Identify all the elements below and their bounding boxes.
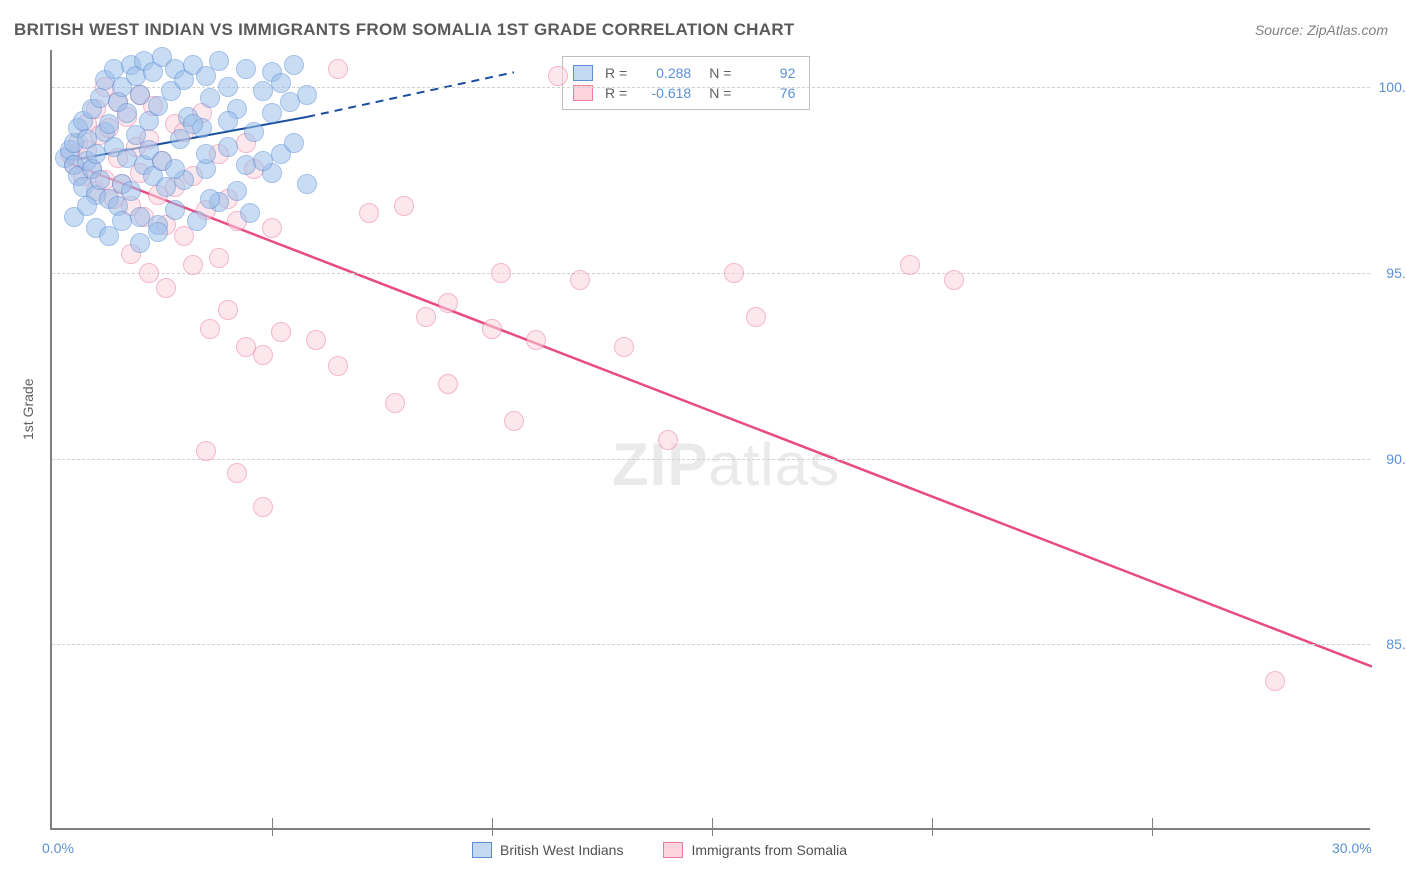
scatter-point-blue xyxy=(200,189,220,209)
scatter-point-pink xyxy=(200,319,220,339)
scatter-point-pink xyxy=(438,293,458,313)
scatter-point-blue xyxy=(130,85,150,105)
gridline-h xyxy=(52,273,1370,274)
scatter-point-pink xyxy=(139,263,159,283)
scatter-point-pink xyxy=(658,430,678,450)
swatch-pink xyxy=(663,842,683,858)
gridline-h xyxy=(52,644,1370,645)
scatter-point-blue xyxy=(227,181,247,201)
scatter-point-blue xyxy=(196,144,216,164)
scatter-point-blue xyxy=(284,55,304,75)
legend-item-blue: British West Indians xyxy=(472,842,623,858)
scatter-point-blue xyxy=(253,151,273,171)
scatter-point-pink xyxy=(438,374,458,394)
scatter-point-pink xyxy=(724,263,744,283)
scatter-point-pink xyxy=(491,263,511,283)
scatter-point-pink xyxy=(394,196,414,216)
swatch-blue xyxy=(472,842,492,858)
scatter-point-blue xyxy=(117,103,137,123)
scatter-point-blue xyxy=(262,103,282,123)
swatch-blue xyxy=(573,65,593,81)
legend-row-pink: R = -0.618 N = 76 xyxy=(573,83,795,103)
r-value-blue: 0.288 xyxy=(635,65,691,81)
gridline-h xyxy=(52,459,1370,460)
scatter-point-pink xyxy=(328,59,348,79)
source-label: Source: ZipAtlas.com xyxy=(1255,22,1388,38)
correlation-legend: R = 0.288 N = 92 R = -0.618 N = 76 xyxy=(562,56,810,110)
scatter-point-pink xyxy=(1265,671,1285,691)
scatter-point-pink xyxy=(183,255,203,275)
r-label: R = xyxy=(605,65,627,81)
y-tick-label: 85.0% xyxy=(1386,636,1406,652)
scatter-point-pink xyxy=(359,203,379,223)
scatter-point-pink xyxy=(328,356,348,376)
y-tick-label: 90.0% xyxy=(1386,451,1406,467)
scatter-point-pink xyxy=(900,255,920,275)
scatter-point-pink xyxy=(385,393,405,413)
x-tick-label: 30.0% xyxy=(1332,840,1372,856)
scatter-point-blue xyxy=(284,133,304,153)
scatter-point-blue xyxy=(244,122,264,142)
scatter-point-pink xyxy=(746,307,766,327)
scatter-point-blue xyxy=(130,233,150,253)
scatter-point-blue xyxy=(271,73,291,93)
scatter-point-pink xyxy=(944,270,964,290)
scatter-point-pink xyxy=(253,497,273,517)
scatter-point-pink xyxy=(262,218,282,238)
legend-row-blue: R = 0.288 N = 92 xyxy=(573,63,795,83)
scatter-point-blue xyxy=(165,159,185,179)
scatter-point-blue xyxy=(209,51,229,71)
chart-title: BRITISH WEST INDIAN VS IMMIGRANTS FROM S… xyxy=(14,20,795,40)
scatter-point-blue xyxy=(183,114,203,134)
scatter-point-pink xyxy=(504,411,524,431)
scatter-point-pink xyxy=(209,248,229,268)
scatter-point-blue xyxy=(218,137,238,157)
scatter-point-pink xyxy=(614,337,634,357)
scatter-point-pink xyxy=(526,330,546,350)
scatter-point-blue xyxy=(240,203,260,223)
scatter-point-pink xyxy=(570,270,590,290)
scatter-point-blue xyxy=(200,88,220,108)
scatter-point-pink xyxy=(253,345,273,365)
watermark: ZIPatlas xyxy=(612,430,840,499)
scatter-point-blue xyxy=(218,77,238,97)
scatter-point-blue xyxy=(165,200,185,220)
scatter-point-pink xyxy=(218,300,238,320)
scatter-point-blue xyxy=(297,174,317,194)
scatter-point-blue xyxy=(187,211,207,231)
scatter-point-blue xyxy=(218,111,238,131)
plot-area: ZIPatlas R = 0.288 N = 92 R = -0.618 N =… xyxy=(50,50,1370,830)
scatter-point-pink xyxy=(227,463,247,483)
scatter-point-pink xyxy=(416,307,436,327)
y-axis-title: 1st Grade xyxy=(20,379,36,440)
n-value-blue: 92 xyxy=(739,65,795,81)
scatter-point-pink xyxy=(482,319,502,339)
scatter-point-pink xyxy=(196,441,216,461)
legend-label-pink: Immigrants from Somalia xyxy=(691,842,847,858)
legend-label-blue: British West Indians xyxy=(500,842,623,858)
series-legend: British West Indians Immigrants from Som… xyxy=(472,842,847,858)
gridline-h xyxy=(52,87,1370,88)
scatter-point-pink xyxy=(548,66,568,86)
scatter-point-blue xyxy=(121,181,141,201)
scatter-point-blue xyxy=(112,211,132,231)
scatter-point-pink xyxy=(306,330,326,350)
y-tick-label: 95.0% xyxy=(1386,265,1406,281)
scatter-point-blue xyxy=(148,222,168,242)
scatter-point-blue xyxy=(297,85,317,105)
scatter-point-blue xyxy=(90,170,110,190)
legend-item-pink: Immigrants from Somalia xyxy=(663,842,847,858)
scatter-point-blue xyxy=(77,196,97,216)
scatter-point-pink xyxy=(271,322,291,342)
scatter-point-blue xyxy=(236,59,256,79)
y-tick-label: 100.0% xyxy=(1379,79,1406,95)
scatter-point-pink xyxy=(156,278,176,298)
x-tick-label: 0.0% xyxy=(42,840,74,856)
scatter-point-blue xyxy=(99,114,119,134)
n-label: N = xyxy=(709,65,731,81)
